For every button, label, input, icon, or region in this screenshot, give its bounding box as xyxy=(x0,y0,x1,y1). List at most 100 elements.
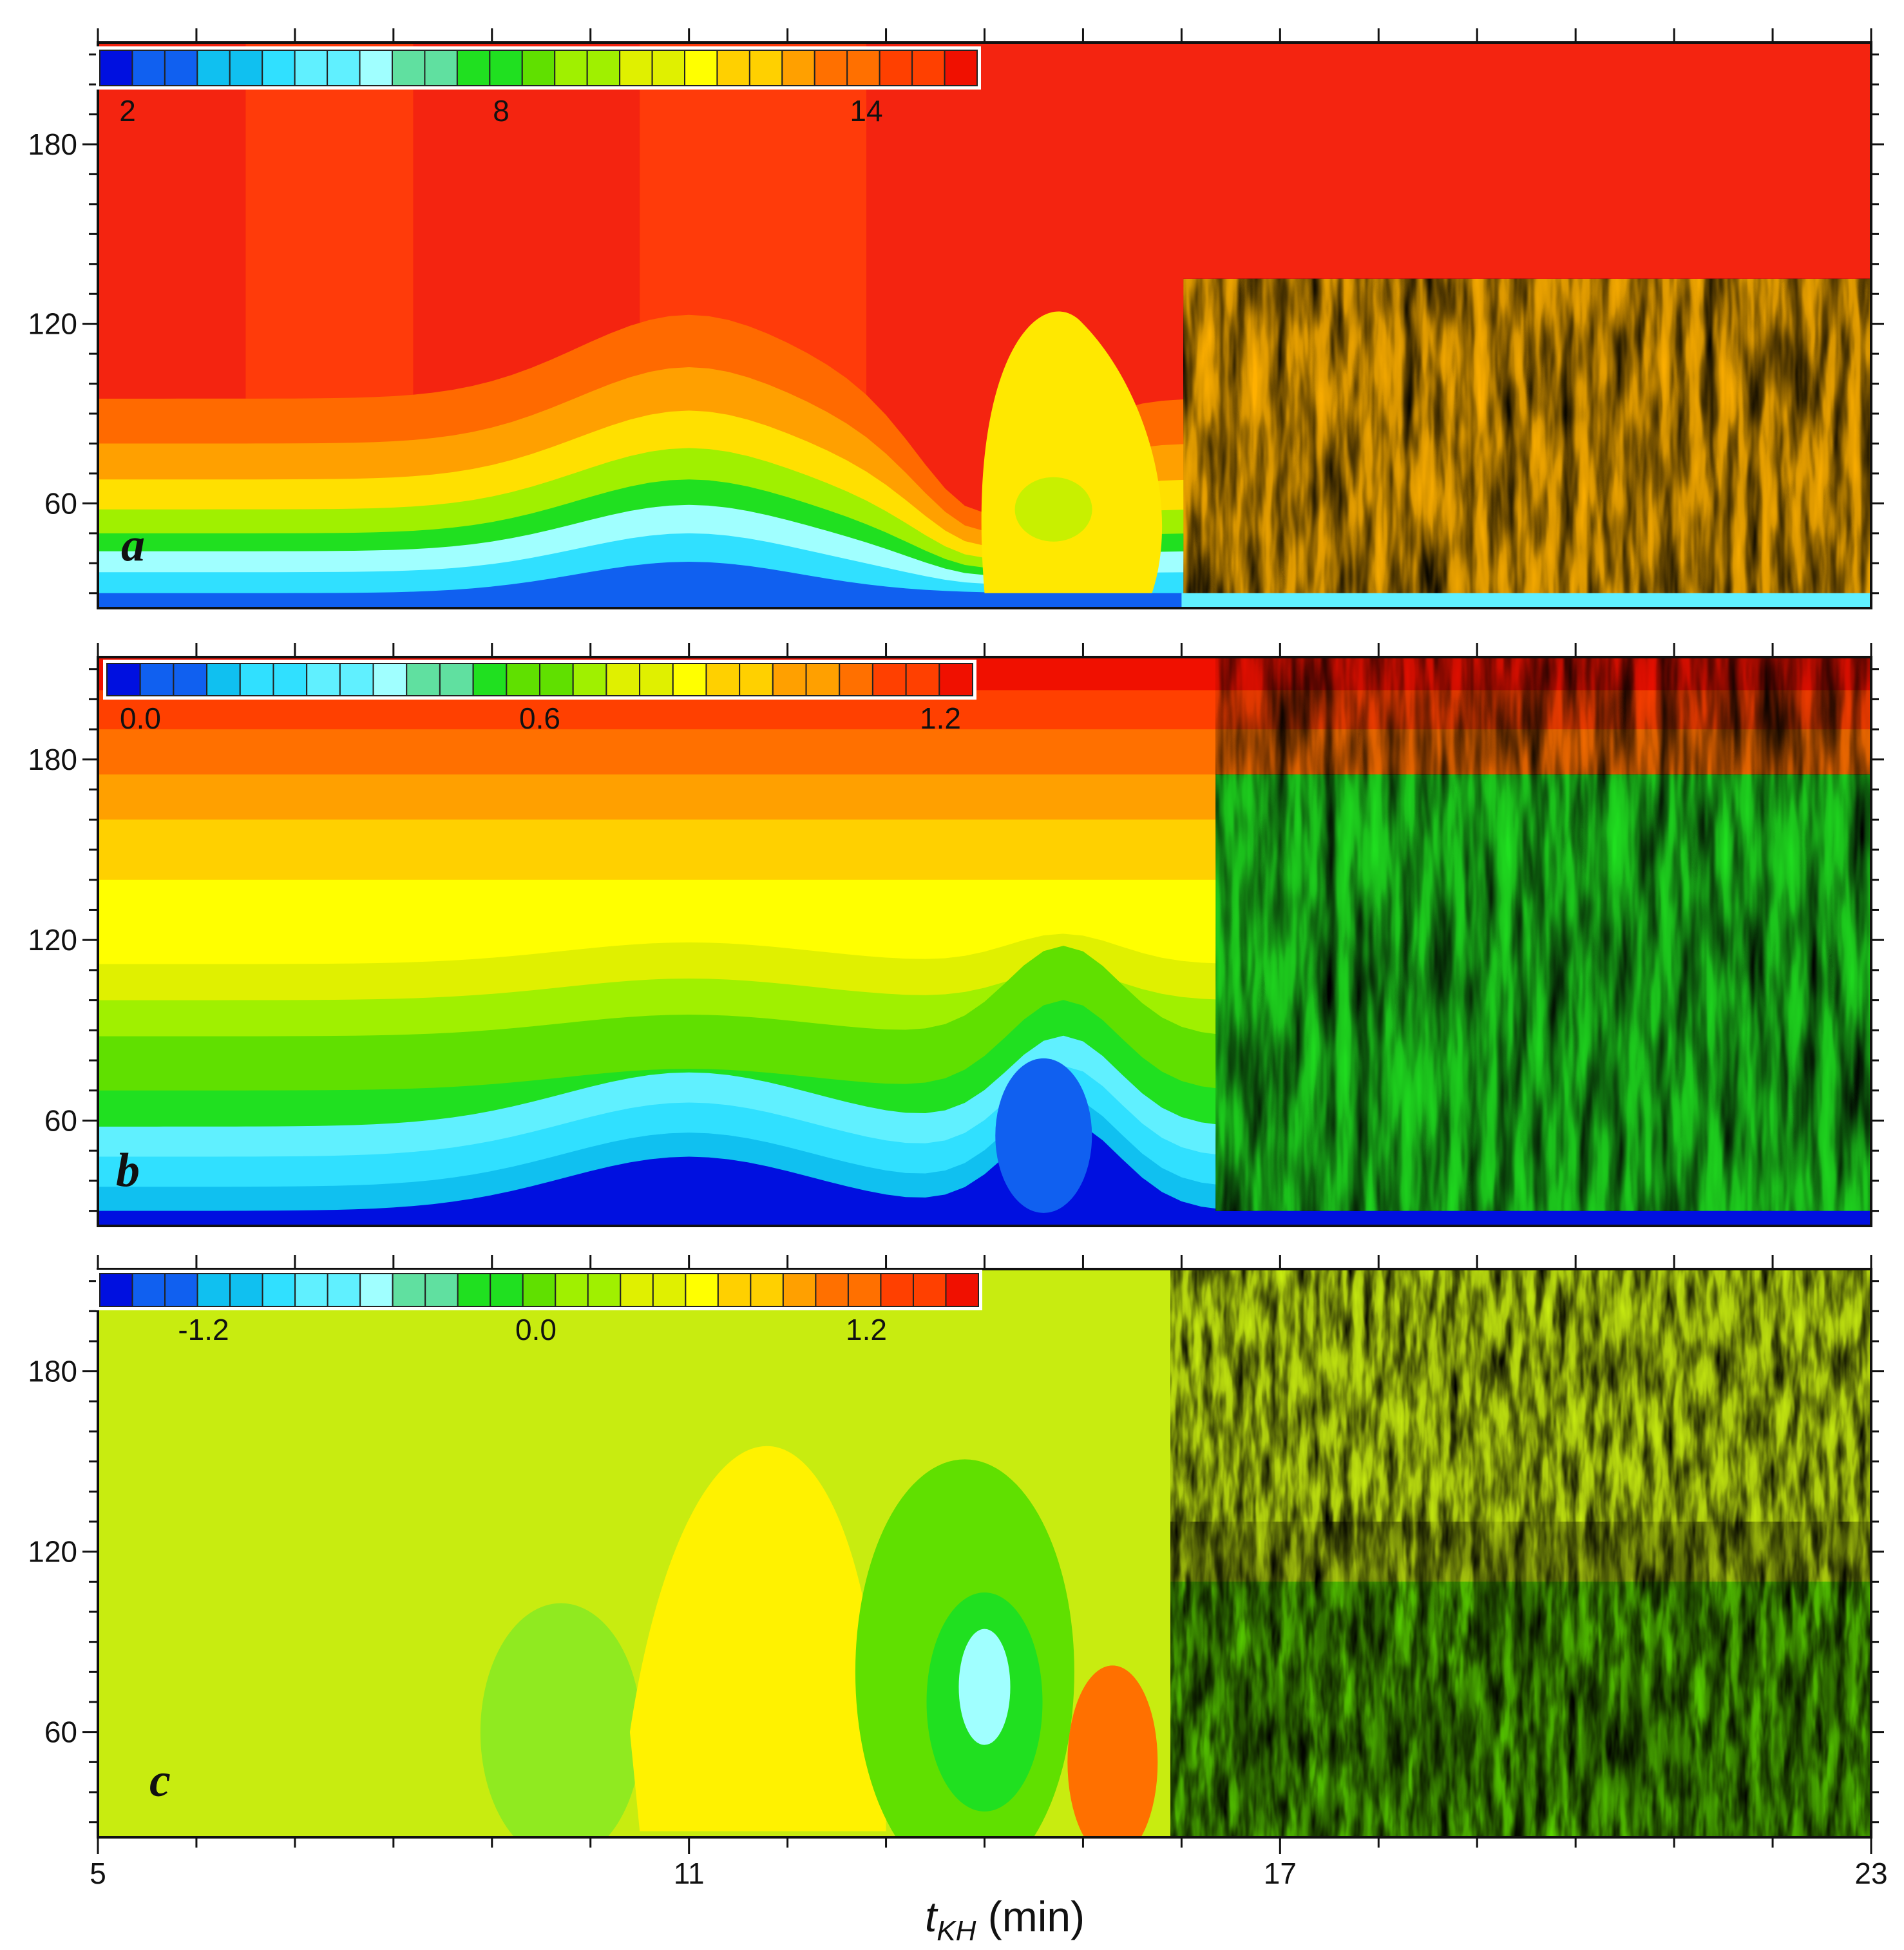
heatmap-field-c xyxy=(98,1269,1871,1837)
colorbar-swatch xyxy=(457,1273,491,1307)
turbulent-texture-2 xyxy=(1170,1522,1871,1837)
colorbar-swatch xyxy=(651,50,685,86)
field-blob xyxy=(958,1629,1011,1745)
colorbar-swatch xyxy=(239,663,274,696)
y-tick-label: 120 xyxy=(28,307,77,341)
x-tick-label: 17 xyxy=(1264,1857,1297,1890)
colorbar-swatch xyxy=(871,663,907,696)
field-blob xyxy=(629,1446,886,1831)
colorbar-swatch xyxy=(781,50,815,86)
y-tick-label: 60 xyxy=(44,1716,77,1749)
x-axis-label-unit: (min) xyxy=(976,1893,1085,1940)
colorbar-swatch xyxy=(944,50,978,86)
colorbar-swatch xyxy=(587,1273,622,1307)
colorbar-swatch xyxy=(879,50,913,86)
colorbar-swatch xyxy=(229,1273,263,1307)
colorbar-swatch xyxy=(372,663,408,696)
field-band xyxy=(98,561,1201,608)
y-tick-label: 180 xyxy=(28,128,77,161)
colorbar-swatch xyxy=(620,1273,654,1307)
panel-letter: b xyxy=(116,1144,140,1197)
colorbar-swatch xyxy=(739,663,774,696)
colorbar-swatch xyxy=(327,1273,361,1307)
colorbar-swatch xyxy=(294,1273,328,1307)
colorbar-swatch xyxy=(945,1273,979,1307)
colorbar-swatch xyxy=(772,663,807,696)
colorbar-swatch xyxy=(685,1273,719,1307)
colorbar-swatch xyxy=(472,663,508,696)
colorbar-swatch xyxy=(846,50,881,86)
colorbar-swatch xyxy=(262,50,296,86)
colorbar-swatch xyxy=(327,50,361,86)
colorbar-swatch xyxy=(229,50,263,86)
y-tick-label: 60 xyxy=(44,1104,77,1137)
colorbar-swatch xyxy=(196,1273,231,1307)
colorbar-swatch xyxy=(406,663,441,696)
colorbar-swatch xyxy=(339,663,374,696)
panel-letter: c xyxy=(149,1754,171,1807)
colorbar-swatch xyxy=(880,1273,914,1307)
panel-a: 60 120 180 2 8 14 a xyxy=(28,28,1884,609)
field-billow-core xyxy=(995,1058,1092,1213)
colorbar-tick-label: 8 xyxy=(493,94,509,128)
colorbar-swatch xyxy=(164,50,198,86)
y-tick-label: 120 xyxy=(28,923,77,957)
colorbar-swatch xyxy=(938,663,974,696)
colorbar-swatch xyxy=(847,1273,882,1307)
colorbar-swatch xyxy=(359,50,393,86)
field-band xyxy=(98,1120,1871,1226)
panel-letter: a xyxy=(121,519,145,571)
colorbar-swatch xyxy=(359,1273,394,1307)
heatmap-field-a xyxy=(98,43,1871,608)
colorbar-swatch xyxy=(99,1273,133,1307)
colorbar-b: 0.0 0.6 1.2 xyxy=(103,660,976,735)
x-tick-label: 5 xyxy=(90,1857,106,1890)
colorbar-swatch xyxy=(750,1273,784,1307)
panel-b: 60 120 180 0.0 0.6 1.2 b xyxy=(28,643,1884,1227)
colorbar-swatch xyxy=(131,50,166,86)
panel-c: 60 120 180 -1.2 0.0 1.2 c xyxy=(28,1255,1884,1839)
colorbar-swatch xyxy=(814,50,848,86)
y-tick-label: 180 xyxy=(28,743,77,776)
colorbar-swatch xyxy=(586,50,621,86)
colorbar-tick-label: 2 xyxy=(119,94,136,128)
y-tick-label: 120 xyxy=(28,1535,77,1569)
colorbar-swatch xyxy=(619,50,653,86)
colorbar-swatch xyxy=(705,663,741,696)
colorbar-swatch xyxy=(521,50,556,86)
colorbar-swatch xyxy=(748,50,783,86)
turbulent-texture xyxy=(1183,278,1871,608)
colorbar-swatch xyxy=(139,663,175,696)
x-axis-label-symbol: t xyxy=(925,1893,938,1940)
colorbar-swatch xyxy=(911,50,946,86)
colorbar-swatch xyxy=(262,1273,296,1307)
colorbar-swatch xyxy=(672,663,707,696)
field-stripe xyxy=(245,43,414,399)
colorbar-tick-label: 1.2 xyxy=(920,702,961,735)
colorbar-swatch xyxy=(554,50,588,86)
x-tick-label: 23 xyxy=(1854,1857,1887,1890)
colorbar-swatch xyxy=(99,50,133,86)
colorbar-swatch xyxy=(392,1273,426,1307)
colorbar-c: -1.2 0.0 1.2 xyxy=(96,1270,982,1346)
colorbar-swatch xyxy=(717,1273,752,1307)
colorbar-swatch xyxy=(522,1273,557,1307)
colorbar-tick-label: 0.6 xyxy=(519,702,560,735)
colorbar-swatch xyxy=(539,663,574,696)
colorbar-swatch xyxy=(106,663,141,696)
y-tick-label: 180 xyxy=(28,1355,77,1388)
colorbar-swatch xyxy=(716,50,750,86)
colorbar-swatch xyxy=(555,1273,589,1307)
heatmap-field-b xyxy=(98,657,1871,1226)
field-blob xyxy=(1067,1665,1158,1837)
colorbar-swatch xyxy=(131,1273,166,1307)
colorbar-tick-label: -1.2 xyxy=(178,1313,229,1346)
field-billow-core xyxy=(1014,477,1092,542)
colorbar-swatch xyxy=(206,663,241,696)
colorbar-swatch xyxy=(839,663,873,696)
colorbar-tick-label: 0.0 xyxy=(120,702,161,735)
colorbar-swatch xyxy=(294,50,328,86)
colorbar-swatch xyxy=(439,663,474,696)
field-blob xyxy=(480,1603,642,1837)
colorbar-swatch xyxy=(424,50,458,86)
